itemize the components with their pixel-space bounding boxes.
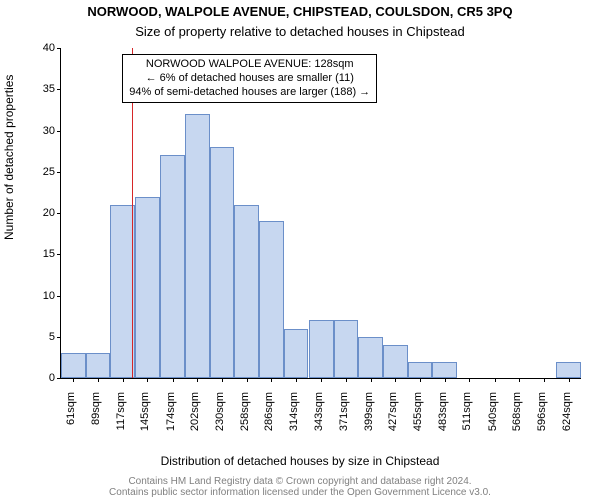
bar xyxy=(309,320,334,378)
callout-line2: ← 6% of detached houses are smaller (11) xyxy=(129,72,370,86)
x-axis-label: Distribution of detached houses by size … xyxy=(0,454,600,468)
xtick-mark xyxy=(123,378,124,382)
plot-area: 0510152025303540 61sqm89sqm117sqm145sqm1… xyxy=(60,48,581,379)
callout-line3: 94% of semi-detached houses are larger (… xyxy=(129,86,370,100)
bar xyxy=(408,362,433,379)
xtick-mark xyxy=(371,378,372,382)
xtick-mark xyxy=(73,378,74,382)
xtick-mark xyxy=(147,378,148,382)
bar xyxy=(234,205,259,378)
ytick-mark xyxy=(57,172,61,173)
footer: Contains HM Land Registry data © Crown c… xyxy=(0,476,600,498)
xtick-mark xyxy=(544,378,545,382)
bar xyxy=(160,155,185,378)
title-sub: Size of property relative to detached ho… xyxy=(0,24,600,39)
callout-box: NORWOOD WALPOLE AVENUE: 128sqm ← 6% of d… xyxy=(122,54,377,103)
bar xyxy=(259,221,284,378)
xtick-mark xyxy=(222,378,223,382)
xtick-mark xyxy=(519,378,520,382)
bar xyxy=(383,345,408,378)
ytick-mark xyxy=(57,131,61,132)
ytick-label: 15 xyxy=(29,248,55,260)
title-main: NORWOOD, WALPOLE AVENUE, CHIPSTEAD, COUL… xyxy=(0,4,600,19)
xtick-mark xyxy=(321,378,322,382)
ytick-label: 30 xyxy=(29,125,55,137)
xtick-mark xyxy=(569,378,570,382)
callout-line1: NORWOOD WALPOLE AVENUE: 128sqm xyxy=(129,58,370,72)
bar xyxy=(432,362,457,379)
y-axis-label: Number of detached properties xyxy=(2,75,16,240)
ytick-label: 10 xyxy=(29,290,55,302)
ytick-mark xyxy=(57,378,61,379)
chart-container: NORWOOD, WALPOLE AVENUE, CHIPSTEAD, COUL… xyxy=(0,0,600,500)
bar xyxy=(135,197,160,379)
xtick-mark xyxy=(296,378,297,382)
bar xyxy=(210,147,235,378)
footer-line1: Contains HM Land Registry data © Crown c… xyxy=(0,476,600,487)
xtick-mark xyxy=(247,378,248,382)
bar xyxy=(110,205,135,378)
xtick-mark xyxy=(420,378,421,382)
ytick-mark xyxy=(57,296,61,297)
xtick-mark xyxy=(197,378,198,382)
ytick-mark xyxy=(57,337,61,338)
ytick-mark xyxy=(57,213,61,214)
footer-line2: Contains public sector information licen… xyxy=(0,487,600,498)
ytick-label: 5 xyxy=(29,331,55,343)
ytick-mark xyxy=(57,89,61,90)
xtick-mark xyxy=(445,378,446,382)
ytick-label: 40 xyxy=(29,42,55,54)
xtick-mark xyxy=(346,378,347,382)
xtick-mark xyxy=(395,378,396,382)
xtick-mark xyxy=(173,378,174,382)
bar xyxy=(358,337,383,378)
ytick-label: 25 xyxy=(29,166,55,178)
bar xyxy=(185,114,210,378)
xtick-mark xyxy=(469,378,470,382)
bar xyxy=(334,320,359,378)
ytick-label: 0 xyxy=(29,372,55,384)
ytick-label: 35 xyxy=(29,83,55,95)
xtick-mark xyxy=(271,378,272,382)
bar xyxy=(556,362,581,379)
ytick-mark xyxy=(57,254,61,255)
ytick-mark xyxy=(57,48,61,49)
ytick-label: 20 xyxy=(29,207,55,219)
bar xyxy=(284,329,309,379)
xtick-mark xyxy=(495,378,496,382)
bar xyxy=(61,353,86,378)
bar xyxy=(86,353,111,378)
xtick-mark xyxy=(98,378,99,382)
